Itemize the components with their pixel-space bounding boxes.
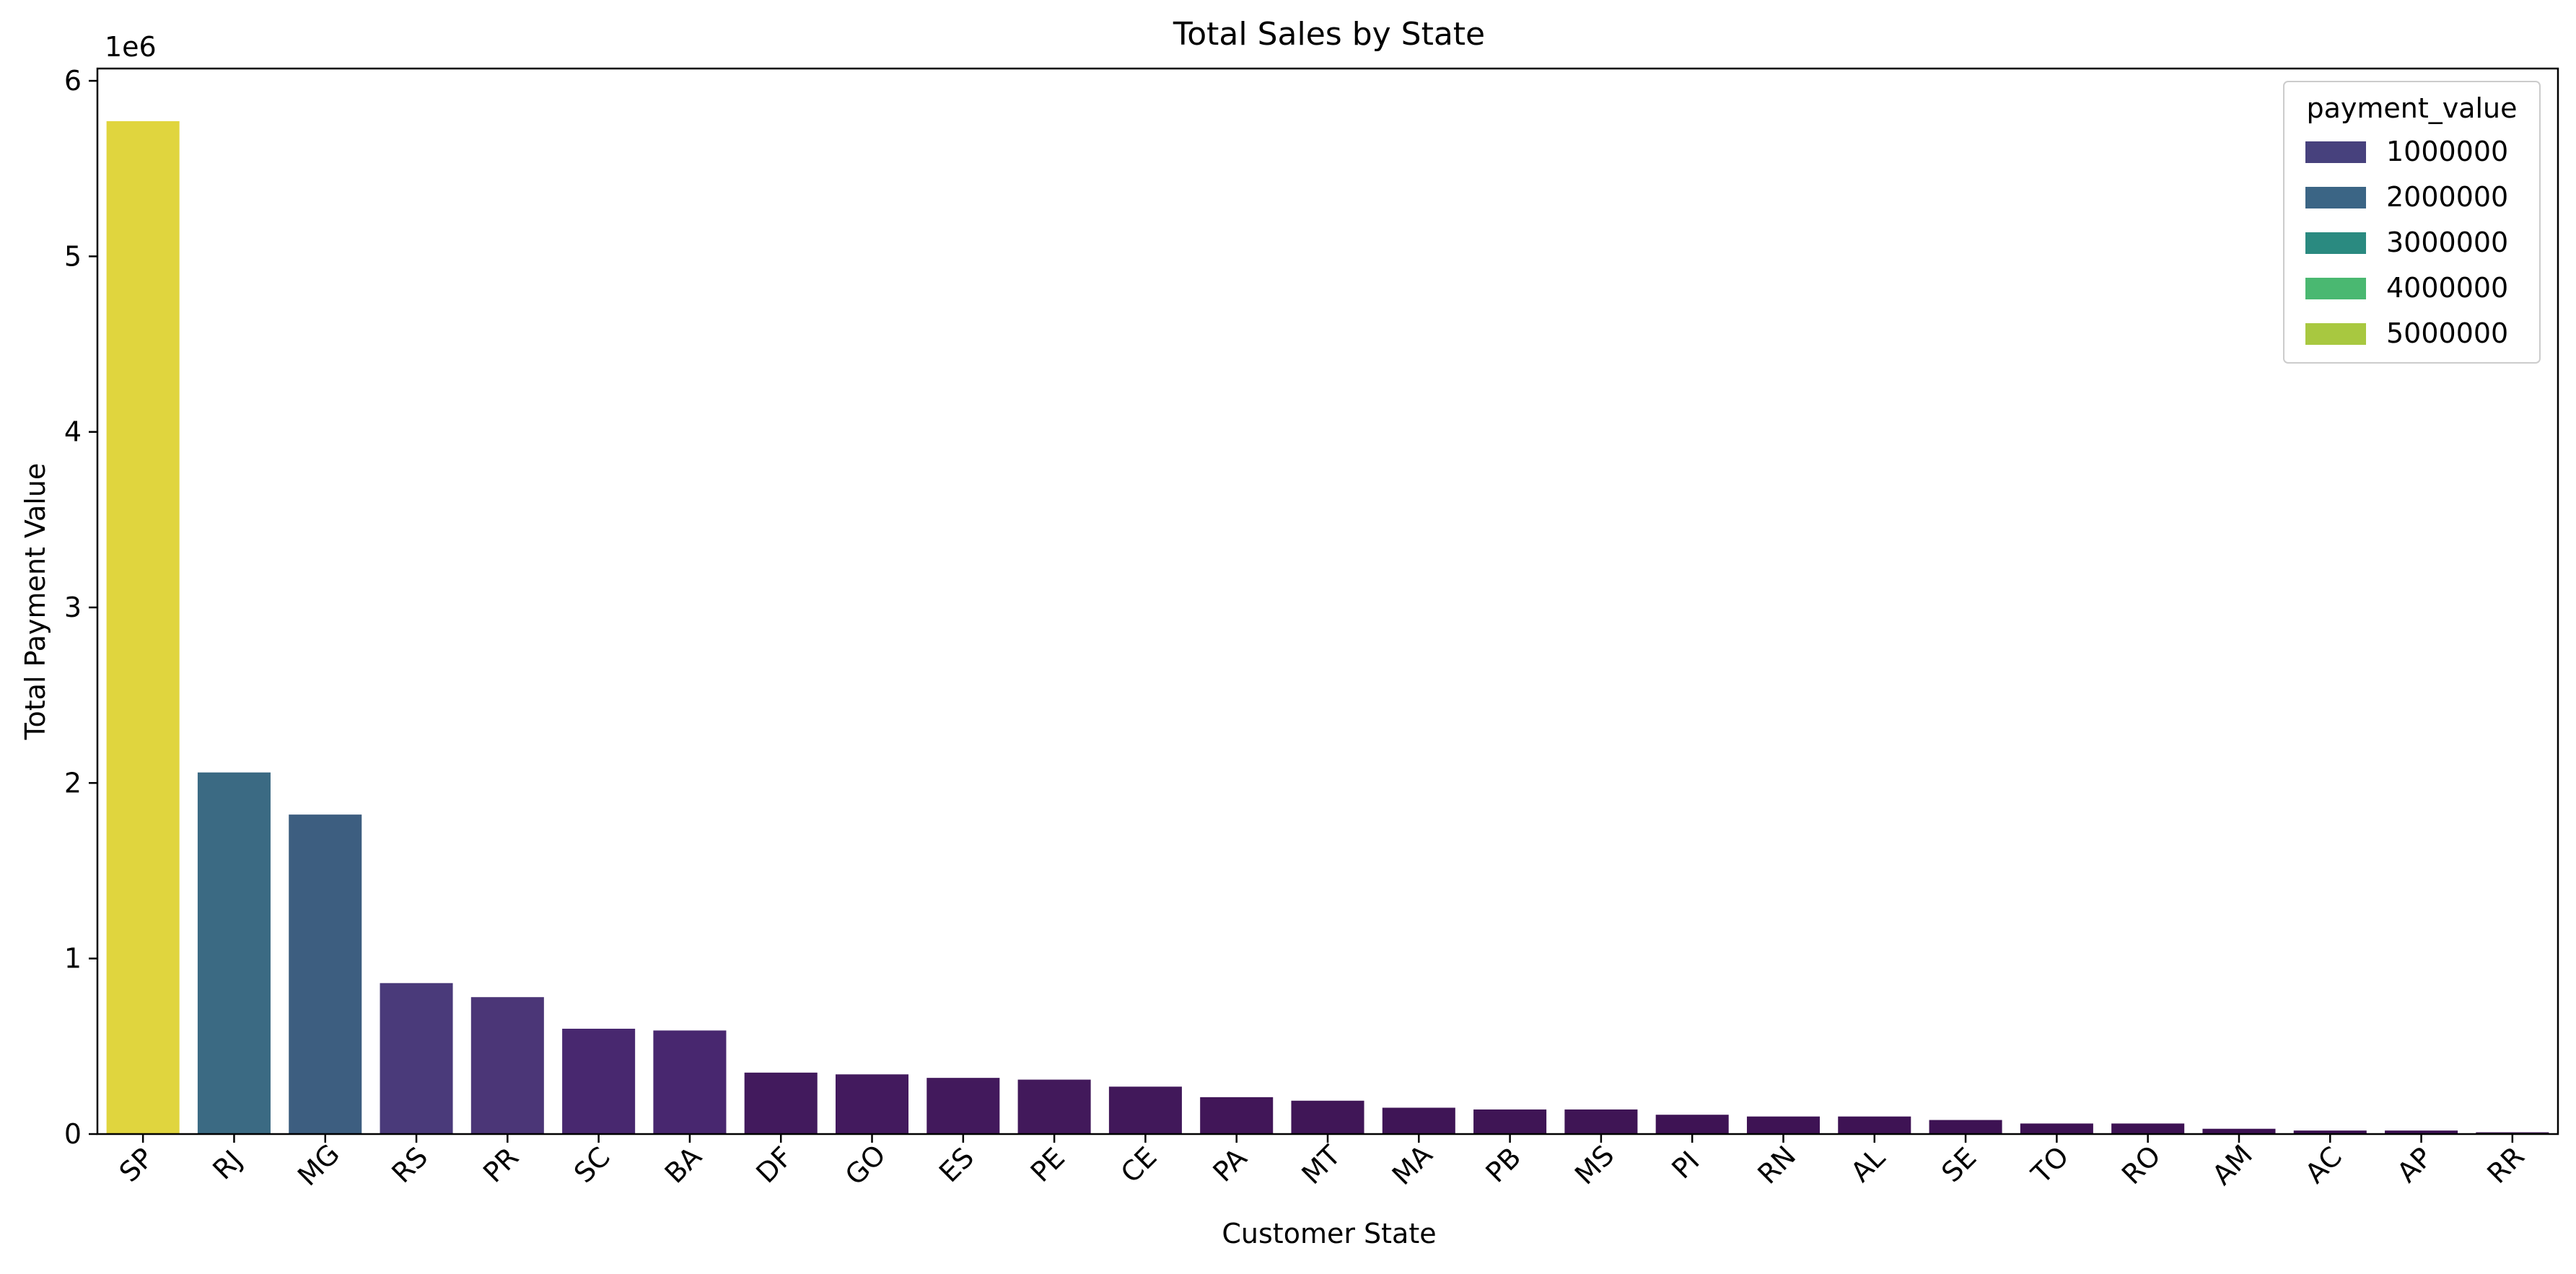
x-tick-label: AP xyxy=(2391,1141,2439,1189)
x-tick-label: BA xyxy=(659,1141,708,1190)
bar-pi xyxy=(1655,1115,1729,1134)
y-tick-label: 1 xyxy=(64,943,82,975)
bar-pb xyxy=(1473,1109,1547,1134)
legend-entries: 1000000 2000000 3000000 4000000 5000000 xyxy=(2305,136,2508,349)
legend-label: 4000000 xyxy=(2386,272,2508,304)
legend-label: 2000000 xyxy=(2386,181,2508,213)
x-tick-label: SC xyxy=(568,1141,616,1189)
x-tick-label: RR xyxy=(2481,1141,2530,1190)
y-axis: 0 1 2 3 4 5 6 xyxy=(64,65,97,1150)
bar-ms xyxy=(1564,1109,1638,1134)
bar-es xyxy=(926,1078,1000,1134)
legend-swatch xyxy=(2305,187,2366,208)
bar-mt xyxy=(1291,1100,1364,1134)
bar-ro xyxy=(2111,1123,2185,1134)
x-tick-label: RS xyxy=(385,1141,434,1189)
bar-am xyxy=(2202,1128,2276,1134)
bar-to xyxy=(2020,1123,2093,1134)
x-tick-label: SE xyxy=(1935,1141,1982,1188)
y-axis-label: Total Payment Value xyxy=(19,463,51,741)
x-tick-label: AM xyxy=(2206,1138,2259,1191)
x-tick-label: AL xyxy=(1844,1142,1891,1188)
x-tick-label: CE xyxy=(1115,1141,1163,1189)
x-tick-label: RN xyxy=(1751,1140,1802,1190)
bar-pe xyxy=(1017,1079,1091,1134)
x-axis: SP RJ MG RS PR SC BA DF GO ES PE CE PA MT MA PB MS PI RN AL… xyxy=(113,1134,2531,1192)
bar-ba xyxy=(653,1030,727,1134)
x-tick-label: SP xyxy=(113,1142,159,1188)
x-tick-label: RJ xyxy=(206,1144,248,1186)
bar-mg xyxy=(289,814,362,1134)
chart-title: Total Sales by State xyxy=(1173,16,1485,53)
bar-rn xyxy=(1746,1116,1820,1134)
bar-rs xyxy=(380,983,453,1134)
x-tick-label: AC xyxy=(2299,1141,2348,1190)
x-axis-label: Customer State xyxy=(1222,1218,1436,1249)
legend-swatch xyxy=(2305,323,2366,345)
y-tick-label: 6 xyxy=(64,65,82,97)
x-tick-label: PB xyxy=(1480,1141,1528,1189)
y-tick-label: 4 xyxy=(64,416,82,448)
y-tick-label: 5 xyxy=(64,240,82,272)
plot-frame xyxy=(96,67,2559,1135)
legend-label: 5000000 xyxy=(2386,317,2508,349)
legend-swatch xyxy=(2305,232,2366,254)
bar-sc xyxy=(562,1029,636,1134)
legend-label: 3000000 xyxy=(2386,227,2508,258)
x-tick-label: MG xyxy=(292,1138,346,1192)
x-tick-label: DF xyxy=(750,1141,798,1189)
x-tick-label: MA xyxy=(1386,1138,1439,1191)
bar-ma xyxy=(1382,1107,1455,1134)
x-tick-label: TO xyxy=(2025,1140,2075,1190)
y-tick-label: 0 xyxy=(64,1118,82,1150)
legend: payment_value 1000000 2000000 3000000 40000… xyxy=(2283,81,2541,364)
bar-ce xyxy=(1108,1086,1182,1134)
x-tick-label: GO xyxy=(839,1138,892,1191)
y-axis-offset-label: 1e6 xyxy=(105,31,157,63)
legend-swatch xyxy=(2305,278,2366,299)
x-tick-label: RO xyxy=(2116,1139,2167,1190)
x-tick-label: PE xyxy=(1025,1142,1071,1188)
bar-df xyxy=(744,1072,818,1134)
bar-sp xyxy=(106,120,180,1135)
bar-pr xyxy=(470,997,544,1134)
x-tick-label: PI xyxy=(1665,1145,1705,1185)
bar-go xyxy=(836,1074,909,1134)
bar-se xyxy=(1929,1120,2002,1134)
x-tick-label: MT xyxy=(1295,1139,1346,1190)
legend-swatch xyxy=(2305,141,2366,163)
legend-label: 1000000 xyxy=(2386,136,2508,167)
bar-pa xyxy=(1200,1097,1274,1134)
bar-al xyxy=(1838,1116,1911,1134)
bar-ap xyxy=(2385,1130,2458,1134)
x-tick-label: ES xyxy=(933,1141,980,1188)
bars-group xyxy=(106,120,2549,1135)
x-tick-label: MS xyxy=(1569,1139,1620,1190)
y-tick-label: 3 xyxy=(64,592,82,623)
x-tick-label: PR xyxy=(477,1141,525,1189)
bar-ac xyxy=(2293,1130,2367,1134)
legend-title: payment_value xyxy=(2306,92,2517,124)
bar-rj xyxy=(197,772,271,1134)
y-tick-label: 2 xyxy=(64,767,82,799)
x-tick-label: PA xyxy=(1207,1142,1253,1188)
